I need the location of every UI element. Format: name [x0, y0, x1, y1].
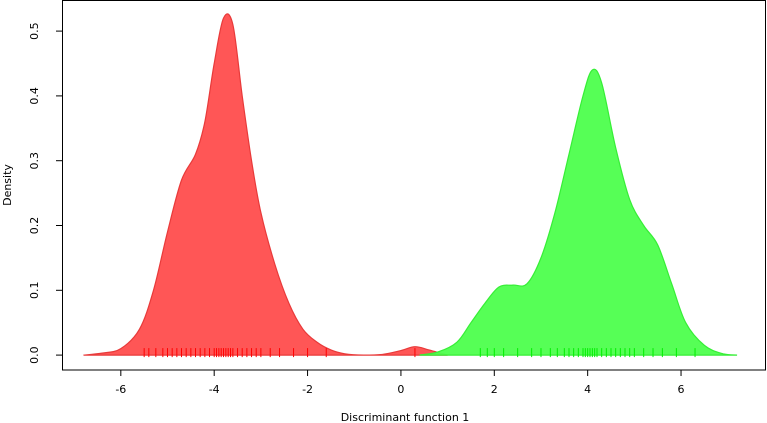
x-tick-label: 2: [491, 383, 498, 396]
y-tick-label: 0.1: [28, 282, 41, 300]
y-axis-label: Density: [1, 164, 14, 206]
y-tick-label: 0.4: [28, 87, 41, 105]
y-tick-label: 0.0: [28, 346, 41, 364]
x-tick-label: -4: [209, 383, 220, 396]
y-tick-label: 0.3: [28, 152, 41, 170]
x-tick-label: 6: [678, 383, 685, 396]
x-tick-label: 0: [397, 383, 404, 396]
x-tick-label: -2: [302, 383, 313, 396]
density-area: [419, 68, 738, 356]
x-axis-label: Discriminant function 1: [341, 411, 470, 423]
y-tick-label: 0.5: [28, 22, 41, 39]
x-tick-label: 4: [584, 383, 591, 396]
density-area: [83, 13, 448, 356]
x-tick-label: -6: [115, 383, 126, 396]
y-tick-label: 0.2: [28, 217, 41, 235]
